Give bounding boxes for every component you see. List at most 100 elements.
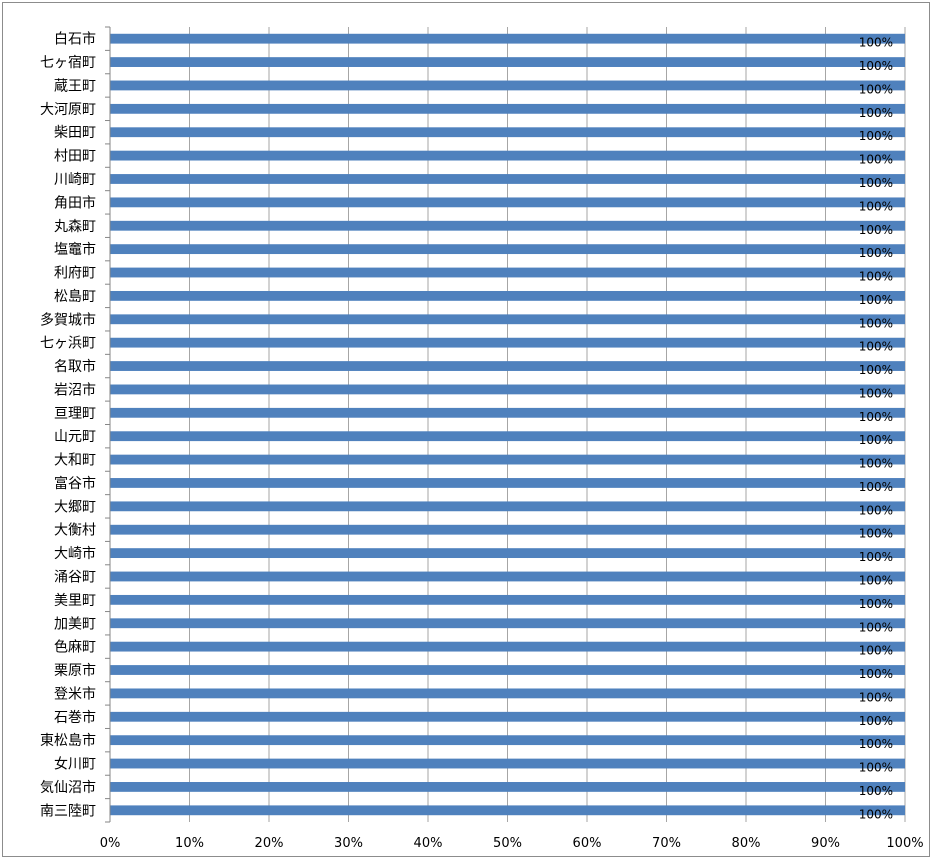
data-label: 100% — [859, 199, 893, 213]
bar — [110, 407, 905, 418]
bar — [110, 290, 905, 301]
category-label: 女川町 — [54, 756, 96, 773]
category-label: 大郷町 — [54, 499, 96, 515]
bar — [110, 594, 905, 605]
data-label: 100% — [859, 246, 893, 260]
bar — [110, 641, 905, 652]
data-label: 100% — [859, 153, 893, 167]
category-label: 名取市 — [54, 358, 96, 375]
data-label: 100% — [859, 573, 893, 587]
bar — [110, 618, 905, 629]
category-label: 富谷市 — [54, 475, 96, 492]
category-label: 亘理町 — [54, 406, 96, 422]
x-tick-label: 100% — [886, 836, 923, 851]
data-label: 100% — [859, 480, 893, 494]
data-label: 100% — [859, 293, 893, 307]
category-label: 七ヶ浜町 — [40, 336, 96, 352]
category-label: 栗原市 — [54, 662, 96, 679]
category-label: 石巻市 — [54, 709, 96, 726]
x-tick-label: 20% — [255, 836, 284, 851]
category-label: 美里町 — [54, 593, 96, 609]
x-tick-label: 60% — [573, 836, 602, 851]
bar — [110, 361, 905, 371]
data-label: 100% — [859, 36, 893, 50]
data-label: 100% — [859, 714, 893, 728]
bar — [110, 244, 905, 255]
data-label: 100% — [859, 59, 893, 73]
data-label: 100% — [859, 807, 893, 821]
data-label: 100% — [859, 410, 893, 424]
bar — [110, 220, 905, 231]
category-label: 大衡村 — [54, 523, 96, 539]
x-tick-label: 10% — [175, 836, 204, 851]
bar — [110, 150, 905, 161]
bar — [110, 103, 905, 114]
category-label: 川崎町 — [54, 172, 96, 188]
category-label: 大和町 — [54, 453, 96, 469]
bar — [110, 478, 905, 488]
x-tick-label: 40% — [414, 836, 443, 851]
bar — [110, 454, 905, 465]
x-tick-label: 50% — [493, 836, 522, 851]
category-label: 岩沼市 — [54, 381, 96, 398]
bar — [110, 711, 905, 722]
category-label: 角田市 — [54, 194, 96, 211]
category-label: 加美町 — [54, 616, 96, 632]
x-tick-label: 80% — [732, 836, 761, 851]
gridlines — [189, 27, 906, 822]
bar — [110, 431, 905, 442]
bar — [110, 197, 905, 208]
data-label: 100% — [859, 433, 893, 447]
data-label: 100% — [859, 503, 893, 517]
bar — [110, 57, 905, 67]
category-label: 柴田町 — [54, 125, 96, 141]
category-label: 多賀城市 — [40, 311, 96, 328]
bar — [110, 384, 905, 395]
x-tick-label: 70% — [652, 836, 681, 851]
x-tick-label: 30% — [334, 836, 363, 851]
x-tick-label: 90% — [811, 836, 840, 851]
bar — [110, 314, 905, 325]
category-label: 南三陸町 — [40, 803, 96, 819]
x-tick-label: 0% — [100, 836, 121, 851]
bar — [110, 735, 905, 746]
data-label: 100% — [859, 363, 893, 377]
data-label: 100% — [859, 340, 893, 354]
data-label: 100% — [859, 644, 893, 658]
bar — [110, 127, 905, 138]
bar — [110, 782, 905, 792]
bar — [110, 571, 905, 582]
bars — [110, 33, 905, 816]
bar — [110, 267, 905, 278]
data-label: 100% — [859, 386, 893, 400]
data-label: 100% — [859, 106, 893, 120]
category-label: 白石市 — [54, 31, 96, 48]
data-label: 100% — [859, 690, 893, 704]
category-label: 大河原町 — [40, 102, 96, 118]
category-label: 気仙沼市 — [40, 779, 96, 796]
category-label: 村田町 — [54, 149, 96, 165]
category-label: 松島町 — [54, 289, 96, 305]
category-label: 涌谷町 — [54, 569, 96, 585]
category-label: 色麻町 — [54, 639, 96, 656]
category-label: 塩竈市 — [54, 241, 96, 258]
bar — [110, 548, 905, 559]
bar — [110, 665, 905, 675]
bar — [110, 337, 905, 348]
data-label: 100% — [859, 550, 893, 564]
data-label: 100% — [859, 270, 893, 284]
bar — [110, 33, 905, 44]
bar — [110, 805, 905, 816]
data-label: 100% — [859, 527, 893, 541]
category-label: 丸森町 — [54, 219, 96, 235]
data-label: 100% — [859, 620, 893, 634]
data-label: 100% — [859, 784, 893, 798]
bar — [110, 174, 905, 184]
data-label: 100% — [859, 223, 893, 237]
category-label: 大崎市 — [54, 545, 96, 562]
data-label: 100% — [859, 82, 893, 96]
data-label: 100% — [859, 129, 893, 143]
bar — [110, 524, 905, 535]
bar — [110, 501, 905, 512]
